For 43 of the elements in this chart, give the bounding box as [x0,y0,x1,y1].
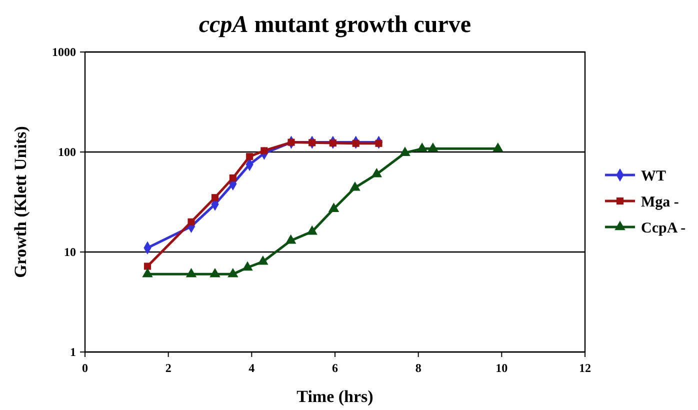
x-tick-label: 0 [82,361,88,375]
x-tick-label: 6 [332,361,338,375]
point [416,142,428,152]
point [288,138,295,146]
chart-title: ccpA mutant growth curve [198,12,472,38]
point [285,234,296,244]
y-tick-label: 1000 [52,45,76,60]
y-tick-label: 100 [58,145,76,160]
point [350,181,360,191]
point [308,139,316,146]
x-tick-label: 2 [165,361,172,375]
point [375,140,382,147]
point [400,146,410,156]
point [260,147,268,154]
point [306,225,318,235]
legend-label: WT [641,168,666,184]
y-tick-label: 10 [64,245,76,260]
point [188,218,195,226]
x-tick-label: 4 [248,361,255,375]
point [428,142,438,152]
x-axis-title: Time (hrs) [296,387,374,406]
point [242,261,253,271]
point [229,174,236,182]
point [210,268,220,278]
y-tick-label: 1 [70,345,76,360]
point [144,262,152,270]
legend-label: Mga - [641,194,679,210]
legend-label: CcpA - [641,220,686,236]
point [211,194,219,202]
point [371,168,382,178]
point [142,268,153,278]
point [228,268,238,278]
point [246,153,254,160]
y-axis-title: Growth (Klett Units) [11,126,30,278]
point [186,268,197,278]
x-tick-label: 8 [415,361,422,375]
point [328,202,340,212]
point [258,255,268,265]
point [329,139,336,147]
point [352,140,360,147]
x-tick-label: 12 [579,361,591,375]
point [492,142,504,152]
x-tick-label: 10 [496,361,508,375]
